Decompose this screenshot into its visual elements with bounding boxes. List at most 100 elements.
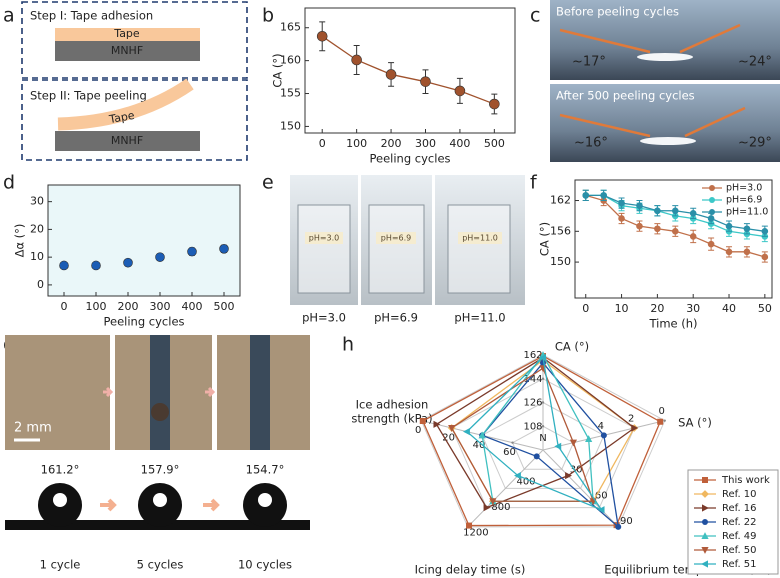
marker xyxy=(671,228,679,235)
axis-tick-label: 144 xyxy=(523,374,542,385)
axis-tick xyxy=(511,441,514,444)
y-tick-label: 162 xyxy=(550,194,571,207)
marker xyxy=(761,228,769,235)
marker xyxy=(615,523,622,530)
marker xyxy=(631,424,639,432)
marker xyxy=(654,207,661,215)
step-title: Step I: Tape adhesion xyxy=(30,9,153,23)
x-tick-label: 300 xyxy=(415,137,436,150)
axis-tick-label: 1200 xyxy=(463,528,488,539)
panel-a: a Step I: Tape adhesion Tape MNHF Step I… xyxy=(3,1,248,161)
droplet xyxy=(640,137,696,145)
axis-tick xyxy=(663,419,666,422)
x-axis-title: Peeling cycles xyxy=(103,315,184,329)
plot-area xyxy=(574,179,773,299)
y-axis-title: CA (°) xyxy=(271,53,285,87)
marker xyxy=(600,192,607,199)
beaker-tag xyxy=(458,232,502,244)
panel-label: d xyxy=(3,172,15,194)
step-box xyxy=(21,1,248,79)
substrate-label: MNHF xyxy=(111,44,143,57)
panel-label: h xyxy=(342,334,354,356)
marker xyxy=(600,432,607,439)
scale-bar-label: 2 mm xyxy=(14,421,52,436)
axis-tick-label: 90 xyxy=(620,516,633,527)
marker xyxy=(123,257,133,268)
photo-caption: 5 cycles xyxy=(137,558,184,572)
legend-marker xyxy=(709,185,715,191)
panel-label: b xyxy=(262,5,274,27)
photo-caption: pH=3.0 xyxy=(302,311,346,325)
legend-label: pH=6.9 xyxy=(726,195,762,206)
x-tick-label: 0 xyxy=(582,302,589,315)
tape-label: Tape xyxy=(107,109,135,126)
droplet xyxy=(151,403,169,421)
legend-label: Ref. 49 xyxy=(722,531,757,542)
axis-tick-label: 0 xyxy=(415,425,421,436)
highlight xyxy=(153,493,167,507)
legend-marker xyxy=(701,560,708,568)
marker xyxy=(636,202,643,209)
cleared-path xyxy=(250,335,270,450)
substrate xyxy=(55,41,200,61)
grid-ring xyxy=(420,354,666,528)
panel-label: e xyxy=(262,172,274,194)
marker xyxy=(585,435,593,442)
tape-label: Tape xyxy=(113,27,140,40)
step-box xyxy=(21,79,248,161)
legend-label: Ref. 16 xyxy=(722,503,757,514)
marker xyxy=(454,85,466,97)
axis-tick-label: 2 xyxy=(628,413,634,424)
marker xyxy=(743,225,751,233)
arrow xyxy=(559,23,746,138)
radar-line xyxy=(465,356,604,512)
axis-tick xyxy=(541,425,545,428)
angle-label: ~29° xyxy=(738,136,772,151)
y-tick-label: 156 xyxy=(550,224,571,237)
panel-label: a xyxy=(3,5,15,27)
legend-label: pH=11.0 xyxy=(726,207,768,218)
y-axis-title: CA (°) xyxy=(538,222,552,256)
marker xyxy=(59,260,69,271)
marker xyxy=(565,472,572,480)
legend-marker xyxy=(702,504,709,512)
axis-tick-label: 60 xyxy=(595,490,608,501)
y-tick-label: 10 xyxy=(30,250,44,263)
x-tick-label: 200 xyxy=(118,300,139,313)
y-tick-label: 0 xyxy=(37,278,44,291)
marker xyxy=(478,431,486,439)
marker xyxy=(597,506,605,514)
marker xyxy=(654,225,661,233)
legend-marker xyxy=(701,547,709,554)
angle-label: 154.7° xyxy=(246,463,285,477)
substrate xyxy=(55,131,200,151)
x-tick-label: 40 xyxy=(722,302,736,315)
axis-tick-label: 108 xyxy=(523,421,542,432)
x-tick-label: 300 xyxy=(150,300,171,313)
y-tick-label: 150 xyxy=(280,119,301,132)
radar-line xyxy=(450,367,595,502)
marker xyxy=(582,192,590,199)
grid-ring xyxy=(481,401,605,489)
panel-label: f xyxy=(530,172,538,194)
tape xyxy=(55,28,200,41)
photo-caption: Before peeling cycles xyxy=(556,5,679,19)
x-tick-label: 20 xyxy=(650,302,664,315)
x-tick-label: 50 xyxy=(758,302,772,315)
photo-caption: pH=11.0 xyxy=(454,311,505,325)
y-tick-label: 155 xyxy=(280,87,301,100)
marker xyxy=(636,222,643,230)
legend-marker xyxy=(701,490,709,498)
y-tick-label: 165 xyxy=(280,21,301,34)
marker xyxy=(689,233,697,240)
axis-tick-label: 800 xyxy=(491,502,510,513)
droplet xyxy=(637,53,693,61)
marker xyxy=(448,424,456,432)
drop-photos xyxy=(5,483,310,530)
marker xyxy=(489,498,497,506)
x-tick-label: 200 xyxy=(381,137,402,150)
tape xyxy=(57,78,194,131)
photo-caption: After 500 peeling cycles xyxy=(556,89,695,103)
y-tick-label: 160 xyxy=(280,54,301,67)
